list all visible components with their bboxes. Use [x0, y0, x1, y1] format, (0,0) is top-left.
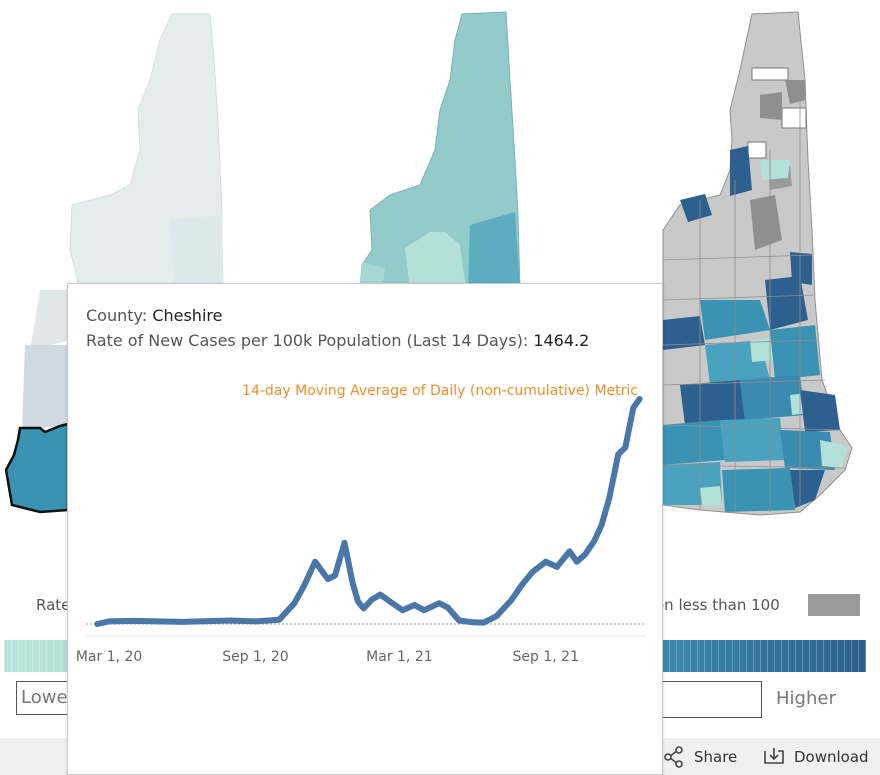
share-button[interactable]: Share — [662, 745, 737, 769]
tooltip-county-label: County: — [86, 306, 148, 325]
tooltip-rate-label: Rate of New Cases per 100k Population (L… — [86, 331, 529, 350]
state-map-middle — [359, 11, 521, 291]
legend-high-box — [662, 681, 762, 718]
state-map-right — [662, 11, 853, 516]
share-icon — [664, 746, 683, 768]
series-line-0 — [94, 396, 643, 627]
legend-suppressed-swatch — [808, 594, 860, 616]
x-tick-label: Sep 1, 21 — [513, 649, 579, 665]
x-tick-label: Mar 1, 20 — [76, 649, 142, 665]
legend-higher-label: Higher — [776, 688, 836, 709]
tooltip-county-row: County: Cheshire — [86, 306, 222, 325]
x-tick-label: Mar 1, 21 — [366, 649, 433, 665]
county-cheshire-highlight[interactable] — [4, 422, 70, 514]
download-icon — [764, 748, 784, 764]
legend-suppressed-text: on less than 100 — [655, 596, 780, 614]
download-button[interactable]: Download — [762, 745, 869, 769]
county-tooltip: County: Cheshire Rate of New Cases per 1… — [67, 283, 663, 775]
legend-low-box: Lowe — [16, 681, 72, 715]
map-background — [4, 11, 853, 516]
download-label: Download — [794, 748, 869, 766]
legend-rate-text: Rate — [36, 596, 71, 614]
x-tick-label: Sep 1, 20 — [222, 649, 288, 665]
tooltip-rate-row: Rate of New Cases per 100k Population (L… — [86, 331, 589, 350]
share-label: Share — [694, 748, 738, 766]
tooltip-county-value: Cheshire — [152, 306, 223, 325]
chart-title: 14-day Moving Average of Daily (non-cumu… — [242, 383, 638, 399]
trend-chart: 14-day Moving Average of Daily (non-cumu… — [76, 383, 646, 665]
tooltip-rate-value: 1464.2 — [533, 331, 590, 350]
